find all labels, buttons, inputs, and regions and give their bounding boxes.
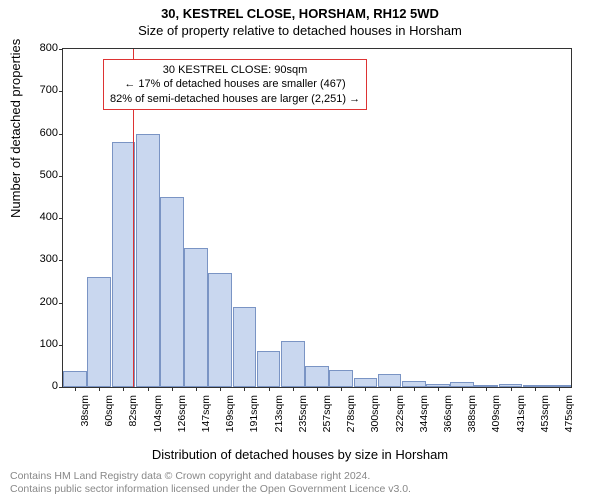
histogram-bar (378, 374, 402, 387)
x-tick (486, 387, 487, 391)
y-tick (59, 387, 63, 388)
x-tick-label: 453sqm (539, 395, 551, 432)
x-tick-label: 82sqm (127, 395, 139, 427)
x-tick (365, 387, 366, 391)
x-tick-label: 104sqm (152, 395, 164, 432)
histogram-bar (184, 248, 208, 387)
x-tick-label: 322sqm (394, 395, 406, 432)
y-tick (59, 345, 63, 346)
x-tick (148, 387, 149, 391)
histogram-bar (160, 197, 184, 387)
x-tick-label: 278sqm (345, 395, 357, 432)
footer-line-2: Contains public sector information licen… (10, 483, 411, 496)
chart-subtitle: Size of property relative to detached ho… (0, 23, 600, 42)
x-tick (438, 387, 439, 391)
y-tick-label: 0 (28, 380, 58, 392)
y-tick (59, 134, 63, 135)
footer-text: Contains HM Land Registry data © Crown c… (10, 470, 411, 496)
x-tick-label: 431sqm (515, 395, 527, 432)
x-tick-label: 388sqm (466, 395, 478, 432)
x-axis-label: Distribution of detached houses by size … (0, 447, 600, 462)
histogram-bar (87, 277, 111, 387)
y-tick (59, 176, 63, 177)
y-tick (59, 49, 63, 50)
footer-line-1: Contains HM Land Registry data © Crown c… (10, 470, 411, 483)
x-tick (172, 387, 173, 391)
histogram-bar (112, 142, 136, 387)
x-tick-label: 366sqm (442, 395, 454, 432)
histogram-bar (63, 371, 87, 387)
histogram-bar (233, 307, 257, 387)
x-tick (123, 387, 124, 391)
y-tick-label: 500 (28, 169, 58, 181)
x-tick (535, 387, 536, 391)
y-tick (59, 91, 63, 92)
y-tick (59, 218, 63, 219)
x-tick-label: 344sqm (418, 395, 430, 432)
annotation-line: ← 17% of detached houses are smaller (46… (110, 77, 360, 91)
y-tick (59, 260, 63, 261)
y-axis-label: Number of detached properties (8, 39, 23, 218)
annotation-line: 82% of semi-detached houses are larger (… (110, 92, 360, 106)
x-tick (269, 387, 270, 391)
chart-title: 30, KESTREL CLOSE, HORSHAM, RH12 5WD (0, 0, 600, 23)
histogram-bar (257, 351, 281, 387)
x-tick-label: 475sqm (563, 395, 575, 432)
y-tick (59, 303, 63, 304)
x-tick-label: 300sqm (369, 395, 381, 432)
y-tick-label: 200 (28, 296, 58, 308)
y-tick-label: 300 (28, 253, 58, 265)
x-tick (244, 387, 245, 391)
x-tick (293, 387, 294, 391)
histogram-bar (305, 366, 329, 387)
x-tick (317, 387, 318, 391)
x-tick (414, 387, 415, 391)
x-tick-label: 38sqm (79, 395, 91, 427)
y-tick-label: 700 (28, 84, 58, 96)
histogram-bar (329, 370, 353, 387)
histogram-bar (281, 341, 305, 387)
histogram-bar (136, 134, 160, 388)
x-tick (196, 387, 197, 391)
x-tick (75, 387, 76, 391)
y-tick-label: 400 (28, 211, 58, 223)
x-tick (220, 387, 221, 391)
annotation-line: 30 KESTREL CLOSE: 90sqm (110, 63, 360, 77)
x-tick (341, 387, 342, 391)
x-tick-label: 60sqm (103, 395, 115, 427)
x-tick-label: 169sqm (224, 395, 236, 432)
x-tick-label: 191sqm (248, 395, 260, 432)
x-tick (511, 387, 512, 391)
x-tick (462, 387, 463, 391)
histogram-bar (208, 273, 232, 387)
x-tick-label: 235sqm (297, 395, 309, 432)
chart-container: 30, KESTREL CLOSE, HORSHAM, RH12 5WD Siz… (0, 0, 600, 500)
x-tick-label: 409sqm (490, 395, 502, 432)
y-tick-label: 800 (28, 42, 58, 54)
x-tick (99, 387, 100, 391)
y-tick-label: 100 (28, 338, 58, 350)
x-tick-label: 213sqm (273, 395, 285, 432)
plot-area: 38sqm60sqm82sqm104sqm126sqm147sqm169sqm1… (62, 48, 572, 388)
y-tick-label: 600 (28, 127, 58, 139)
x-tick-label: 147sqm (200, 395, 212, 432)
x-tick (390, 387, 391, 391)
histogram-bar (354, 378, 378, 387)
x-tick-label: 257sqm (321, 395, 333, 432)
x-tick (559, 387, 560, 391)
x-tick-label: 126sqm (176, 395, 188, 432)
annotation-box: 30 KESTREL CLOSE: 90sqm← 17% of detached… (103, 59, 367, 110)
